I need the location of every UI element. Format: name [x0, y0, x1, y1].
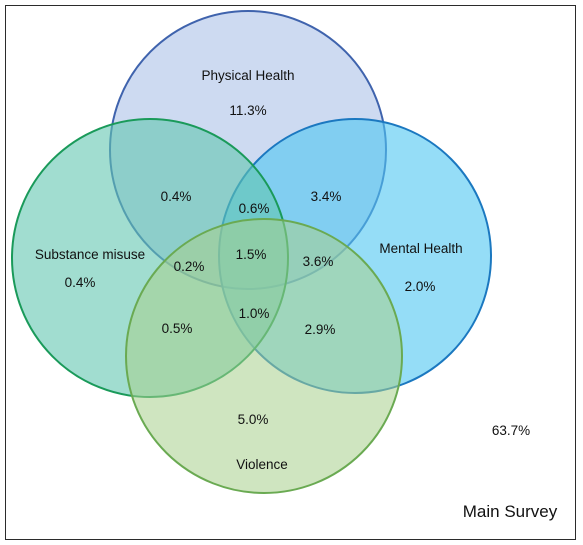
diagram-caption: Main Survey — [463, 502, 558, 521]
violence-only-value: 5.0% — [238, 412, 269, 427]
physical-mental-substance-value: 0.6% — [239, 201, 270, 216]
physical-mental-violence-value: 3.6% — [303, 254, 334, 269]
physical-only-value: 11.3% — [229, 103, 266, 118]
substance-violence-value: 0.5% — [162, 321, 193, 336]
mental-only-value: 2.0% — [405, 279, 436, 294]
physical-mental-value: 3.4% — [311, 189, 342, 204]
all-four-value: 1.5% — [236, 247, 267, 262]
violence-circle — [125, 218, 403, 494]
violence-label: Violence — [236, 457, 288, 472]
physical-substance-violence-value: 0.2% — [174, 259, 205, 274]
physical-health-label: Physical Health — [201, 68, 294, 83]
physical-substance-value: 0.4% — [161, 189, 192, 204]
mental-substance-violence-value: 1.0% — [239, 306, 270, 321]
outside-value: 63.7% — [492, 423, 530, 438]
mental-health-label: Mental Health — [379, 241, 462, 256]
substance-only-value: 0.4% — [65, 275, 96, 290]
mental-violence-value: 2.9% — [305, 322, 336, 337]
substance-misuse-label: Substance misuse — [35, 247, 145, 262]
